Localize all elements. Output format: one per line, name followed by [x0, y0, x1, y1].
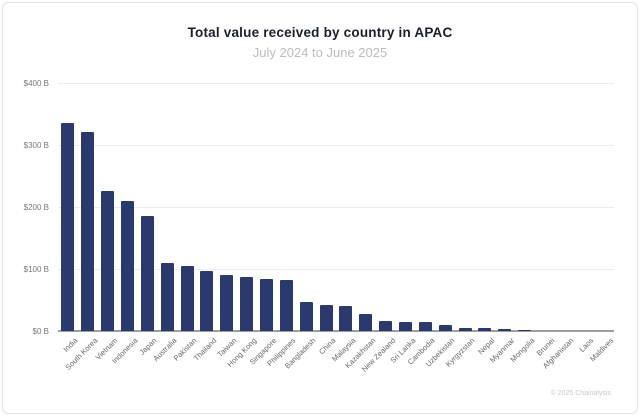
bar-sri-lanka[interactable]: [399, 322, 412, 331]
plot-area: [58, 83, 614, 332]
y-tick-label: $100 B: [23, 264, 49, 274]
bar-vietnam[interactable]: [101, 191, 115, 331]
bar-india[interactable]: [61, 123, 75, 331]
gridline: [58, 207, 614, 208]
y-tick-label: $300 B: [23, 140, 49, 150]
bar-new-zealand[interactable]: [379, 321, 393, 331]
bar-australia[interactable]: [160, 263, 174, 331]
bar-cambodia[interactable]: [418, 322, 432, 331]
bar-singapore[interactable]: [260, 279, 273, 331]
bar-taiwan[interactable]: [220, 275, 234, 331]
chart-card: Total value received by country in APAC …: [2, 2, 638, 414]
bar-japan[interactable]: [140, 216, 154, 331]
gridline: [58, 145, 614, 146]
bar-hong-kong[interactable]: [240, 277, 254, 331]
gridline: [58, 83, 614, 84]
x-axis-line: [58, 330, 614, 332]
bar-malaysia[interactable]: [339, 306, 353, 331]
bar-mongolia[interactable]: [518, 330, 532, 331]
bar-philippines[interactable]: [279, 280, 293, 331]
bar-uzbekistan[interactable]: [438, 325, 452, 331]
chart-subtitle: July 2024 to June 2025: [252, 45, 388, 60]
bar-kazakhstan[interactable]: [359, 314, 373, 331]
bar-nepal[interactable]: [478, 328, 492, 331]
y-tick-label: $0 B: [32, 326, 49, 336]
bar-china[interactable]: [319, 305, 333, 331]
gridline: [58, 269, 614, 270]
chart-title: Total value received by country in APAC: [187, 25, 453, 40]
bar-indonesia[interactable]: [121, 201, 134, 331]
bar-myanmar[interactable]: [498, 329, 512, 331]
bar-pakistan[interactable]: [180, 266, 194, 331]
y-tick-label: $400 B: [23, 78, 49, 88]
copyright-note: © 2025 Chainalysis: [550, 390, 611, 397]
bar-south-korea[interactable]: [81, 132, 95, 331]
bar-chart: $0 B $100 B $200 B $300 B $400 B India South …: [3, 3, 637, 413]
bar-thailand[interactable]: [200, 271, 214, 331]
bar-kyrgyzstan[interactable]: [458, 328, 472, 331]
y-tick-label: $200 B: [23, 202, 49, 212]
bar-bangladesh[interactable]: [299, 302, 313, 331]
